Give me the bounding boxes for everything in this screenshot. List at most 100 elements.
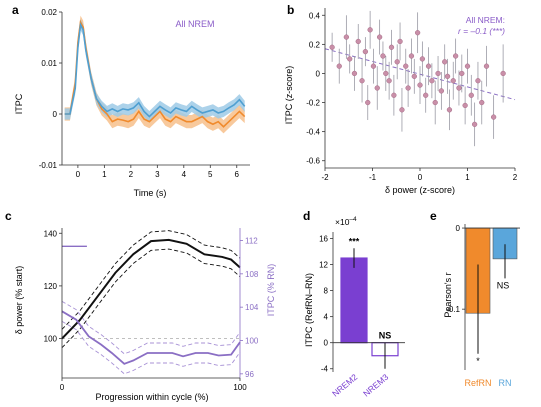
panel-b-point — [452, 53, 459, 59]
panel-b-point — [438, 88, 445, 94]
panel-d-y-tick-label: 12 — [319, 261, 328, 270]
panel-b-point — [380, 53, 386, 59]
panel-b-point — [500, 70, 506, 77]
panel-b-point — [444, 73, 451, 80]
panel-b-point — [414, 30, 421, 36]
panel-a-x-tick-label: 3 — [155, 170, 160, 179]
panel-e-y-tick-label: 0 — [456, 224, 461, 233]
panel-a-x-tick-label: 1 — [102, 170, 107, 179]
panel-c-y-tick-label-right: 112 — [245, 237, 258, 246]
panel-c-x-label: Progression within cycle (%) — [95, 392, 208, 402]
panel-a-x-tick-label: 2 — [129, 170, 134, 179]
panel-a-y-tick-label: -0.01 — [39, 161, 58, 170]
panel-a-x-tick-label: 5 — [208, 170, 213, 179]
panel-e-significance: * — [476, 356, 480, 366]
panel-a-x-tick-label: 0 — [76, 170, 81, 179]
panel-e-y-label: Pearson's r — [443, 272, 453, 317]
panel-a-band-blue — [64, 19, 245, 123]
panel-b-point — [459, 70, 465, 77]
panel-d: d *** NREM2 NS NREM3 -4 0 4 8 12 16 ×10–4 ITPC (… — [303, 209, 405, 399]
panel-b-point — [429, 78, 435, 84]
panel-c: c 100 120 140 96 100 104 108 112 0 100 δ power (%… — [5, 209, 276, 402]
panel-b: b -0.6 -0.4 -0.2 0 0.2 0.4 -2 -1 0 1 2 All NREM: r… — [284, 3, 518, 195]
panel-c-y-tick-label-right: 100 — [245, 337, 259, 346]
panel-c-line-black — [61, 238, 241, 340]
panel-c-y-tick-label-right: 104 — [245, 303, 259, 312]
panel-b-point — [399, 107, 405, 113]
panel-a-x-tick-label: 4 — [182, 170, 187, 179]
panel-b-y-tick-label: -0.2 — [306, 99, 320, 108]
panel-c-x-tick-label: 0 — [60, 383, 65, 392]
panel-a-y-tick-label: 0.01 — [41, 59, 57, 68]
panel-b-point — [419, 56, 426, 62]
panel-b-point — [374, 85, 380, 91]
panel-c-line-purple — [61, 310, 241, 365]
panel-b-point — [442, 59, 448, 65]
panel-d-y-tick-label: 16 — [319, 235, 328, 244]
panel-d-multiplier-base: ×10 — [335, 217, 350, 227]
panel-label-c: c — [5, 209, 12, 223]
panel-b-point — [351, 70, 358, 77]
panel-b-x-tick-label: -1 — [369, 173, 377, 182]
panel-e-category-label: RN — [499, 378, 512, 388]
panel-c-y-tick-label-left: 140 — [44, 229, 58, 238]
panel-a-y-tick-label: 0.02 — [41, 8, 57, 17]
panel-b-point — [329, 44, 335, 50]
panel-b-point — [383, 70, 389, 77]
panel-label-d: d — [303, 209, 310, 223]
panel-b-point — [450, 78, 456, 84]
panel-c-band-lower-purple — [61, 320, 241, 375]
panel-a-y-label: ITPC — [14, 93, 24, 114]
panel-b-point — [405, 85, 411, 91]
panel-b-point — [355, 38, 361, 45]
panel-b-point — [435, 70, 441, 77]
panel-c-y-label-right: ITPC (% RN) — [266, 264, 276, 317]
panel-b-annotation-line1: All NREM: — [466, 15, 505, 25]
panel-b-x-tick-label: -2 — [321, 173, 329, 182]
panel-b-point — [359, 78, 365, 84]
panel-d-y-tick-label: 0 — [324, 339, 329, 348]
panel-d-significance: NS — [379, 331, 392, 341]
panel-label-a: a — [12, 3, 19, 17]
panel-b-point — [391, 92, 397, 98]
panel-b-point — [423, 92, 429, 98]
panel-d-y-tick-label: 4 — [324, 313, 329, 322]
panel-b-x-tick-label: 2 — [513, 173, 518, 182]
panel-b-x-tick-label: 1 — [465, 173, 470, 182]
panel-b-point — [468, 92, 474, 98]
panel-b-point — [483, 63, 490, 69]
panel-b-point — [446, 107, 453, 113]
panel-label-b: b — [287, 3, 294, 17]
panel-b-y-tick-label: 0 — [316, 69, 321, 78]
panel-b-point — [365, 99, 371, 106]
panel-c-x-tick-label: 100 — [233, 383, 247, 392]
panel-d-y-label: ITPC (RefRN–RN) — [304, 273, 314, 347]
panel-d-category-label: NREM2 — [330, 372, 359, 399]
panel-c-y-tick-label-right: 96 — [245, 370, 254, 379]
panel-b-point — [411, 73, 417, 80]
panel-b-point — [343, 34, 350, 40]
panel-c-band-lower-black — [61, 248, 241, 349]
panel-b-point — [347, 56, 353, 62]
panel-a: a -0.01 0 0.01 0.02 0 1 2 3 4 5 6 All NREM ITPC Ti… — [12, 3, 250, 198]
panel-label-e: e — [430, 209, 437, 223]
panel-b-point — [471, 121, 478, 128]
panel-b-point — [408, 53, 415, 59]
panel-b-y-tick-label: 0.4 — [309, 11, 321, 20]
panel-b-point — [479, 99, 485, 106]
panel-b-x-tick-label: 0 — [418, 173, 423, 182]
panel-b-point — [464, 63, 471, 69]
panel-c-y-label-left: δ power (% start) — [14, 266, 24, 335]
panel-c-band-upper-black — [61, 230, 241, 330]
panel-c-band-upper-purple — [61, 300, 241, 355]
panel-b-annotation-line2: r = –0.1 (***) — [458, 26, 505, 36]
panel-b-y-tick-label: -0.6 — [306, 157, 320, 166]
panel-d-multiplier: ×10–4 — [335, 216, 357, 227]
panel-e: e * RefRN NS RN -0.1 0 Pearson's r — [430, 209, 520, 388]
panel-b-point — [386, 78, 392, 84]
panel-b-point — [376, 34, 383, 40]
panel-a-x-tick-label: 6 — [235, 170, 240, 179]
panel-a-x-label: Time (s) — [134, 188, 167, 198]
panel-b-y-label: ITPC (z-score) — [284, 66, 294, 125]
